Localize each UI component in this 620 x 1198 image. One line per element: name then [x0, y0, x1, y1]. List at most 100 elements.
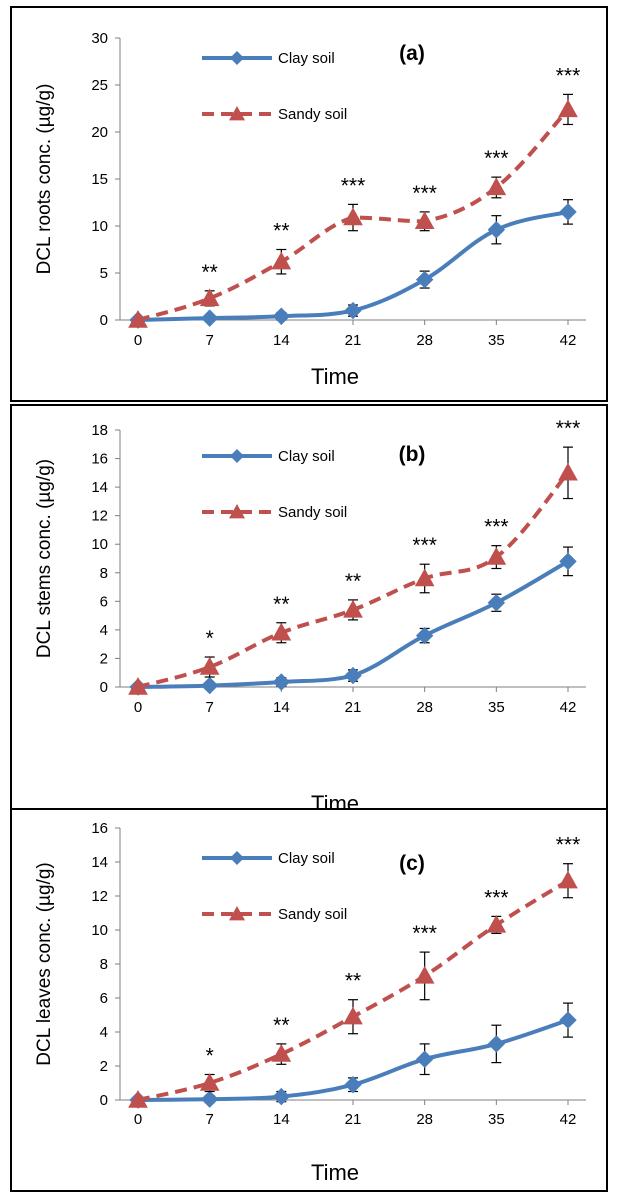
- data-point-clay: [415, 270, 434, 289]
- y-tick-label: 0: [100, 1092, 108, 1109]
- significance-label: ***: [412, 534, 437, 557]
- significance-label: ***: [484, 886, 509, 909]
- y-tick-label: 20: [91, 124, 108, 141]
- legend-marker-sandy: [229, 106, 245, 121]
- y-tick-label: 12: [91, 508, 108, 525]
- data-point-clay: [559, 1011, 577, 1029]
- data-point-sandy: [128, 1089, 148, 1108]
- significance-label: *: [206, 1045, 214, 1068]
- data-point-sandy: [486, 547, 507, 565]
- data-point-sandy: [486, 177, 507, 196]
- data-point-clay: [272, 307, 291, 325]
- y-tick-label: 4: [100, 622, 108, 639]
- y-axis-label: DCL leaves conc. (µg/g): [34, 862, 55, 1066]
- data-point-clay: [487, 221, 506, 239]
- y-tick-label: 6: [100, 990, 108, 1007]
- significance-label: **: [201, 261, 217, 284]
- data-point-clay: [200, 676, 219, 695]
- x-tick-label: 14: [273, 699, 290, 716]
- data-point-sandy: [558, 870, 578, 889]
- y-tick-label: 12: [91, 888, 108, 905]
- y-tick-label: 4: [100, 1024, 108, 1041]
- x-tick-label: 21: [345, 1111, 362, 1128]
- y-tick-label: 10: [91, 536, 108, 553]
- x-tick-label: 0: [134, 1111, 142, 1128]
- x-tick-label: 21: [345, 699, 362, 716]
- panel-label: (c): [399, 852, 425, 875]
- x-axis-label: Time: [311, 364, 359, 389]
- x-tick-label: 7: [205, 699, 213, 716]
- data-point-clay: [344, 666, 362, 685]
- significance-label: ***: [556, 64, 581, 87]
- y-tick-label: 10: [91, 922, 108, 939]
- data-point-clay: [415, 626, 434, 645]
- data-point-clay: [200, 309, 219, 327]
- significance-label: **: [273, 220, 289, 243]
- data-point-clay: [415, 1050, 434, 1068]
- x-tick-label: 42: [560, 699, 577, 716]
- y-tick-label: 6: [100, 593, 108, 610]
- chart-panel-b: 0 2 4 6 8 10 12 14 16 18 0 7 14 21 28 35 42 Time DCL stems…: [10, 404, 608, 828]
- data-point-sandy: [199, 656, 220, 675]
- y-tick-label: 5: [100, 265, 108, 282]
- significance-label: **: [345, 570, 361, 593]
- x-tick-label: 28: [416, 332, 433, 349]
- legend-marker-sandy: [229, 504, 245, 519]
- y-tick-label: 16: [91, 820, 108, 837]
- significance-label: ***: [484, 147, 509, 170]
- data-point-sandy: [414, 568, 435, 587]
- y-tick-label: 2: [100, 1058, 108, 1075]
- panel-label: (b): [399, 443, 426, 466]
- data-point-clay: [487, 594, 506, 612]
- y-tick-label: 30: [91, 30, 108, 47]
- significance-label: **: [345, 970, 361, 993]
- legend-label: Sandy soil: [278, 504, 347, 521]
- x-tick-label: 0: [134, 699, 142, 716]
- data-point-sandy: [271, 622, 292, 641]
- data-point-sandy: [486, 914, 507, 933]
- significance-label: ***: [484, 516, 509, 539]
- x-tick-label: 7: [205, 1111, 213, 1128]
- data-point-sandy: [343, 599, 363, 618]
- y-tick-label: 16: [91, 451, 108, 468]
- y-tick-label: 14: [91, 479, 108, 496]
- x-tick-label: 42: [560, 332, 577, 349]
- x-tick-label: 42: [560, 1111, 577, 1128]
- y-tick-label: 8: [100, 956, 108, 973]
- data-point-sandy: [558, 99, 578, 118]
- chart-panel-a: 0 5 10 15 20 25 30 0 7 14 21 28 35 42 Time DCL roots co…: [10, 6, 608, 402]
- y-tick-label: 10: [91, 218, 108, 235]
- significance-label: ***: [556, 834, 581, 857]
- y-tick-label: 0: [100, 679, 108, 696]
- y-tick-label: 18: [91, 422, 108, 439]
- data-point-clay: [559, 203, 577, 221]
- significance-label: *: [206, 627, 214, 650]
- x-tick-label: 14: [273, 1111, 290, 1128]
- y-tick-label: 0: [100, 312, 108, 329]
- legend-label: Clay soil: [278, 448, 335, 465]
- x-tick-label: 28: [416, 699, 433, 716]
- data-point-sandy: [343, 207, 363, 226]
- legend-marker-sandy: [229, 906, 245, 921]
- y-tick-label: 8: [100, 565, 108, 582]
- data-point-clay: [344, 1075, 362, 1094]
- y-tick-label: 25: [91, 77, 108, 94]
- data-point-clay: [272, 673, 291, 691]
- legend-label: Clay soil: [278, 50, 335, 67]
- y-axis-label: DCL stems conc. (µg/g): [34, 459, 55, 658]
- data-point-sandy: [414, 211, 435, 229]
- x-tick-label: 14: [273, 332, 290, 349]
- significance-label: **: [273, 593, 289, 616]
- legend-label: Sandy soil: [278, 906, 347, 923]
- significance-label: ***: [412, 922, 437, 945]
- legend-marker-clay: [230, 449, 244, 463]
- data-point-clay: [487, 1035, 506, 1053]
- x-tick-label: 7: [205, 332, 213, 349]
- data-point-sandy: [558, 462, 578, 481]
- x-tick-label: 35: [488, 699, 505, 716]
- data-point-sandy: [271, 251, 292, 270]
- x-tick-label: 0: [134, 332, 142, 349]
- chart-panel-c: 0 2 4 6 8 10 12 14 16 0 7 14 21 28 35 42 Time DCL leaves …: [10, 808, 608, 1192]
- x-tick-label: 35: [488, 332, 505, 349]
